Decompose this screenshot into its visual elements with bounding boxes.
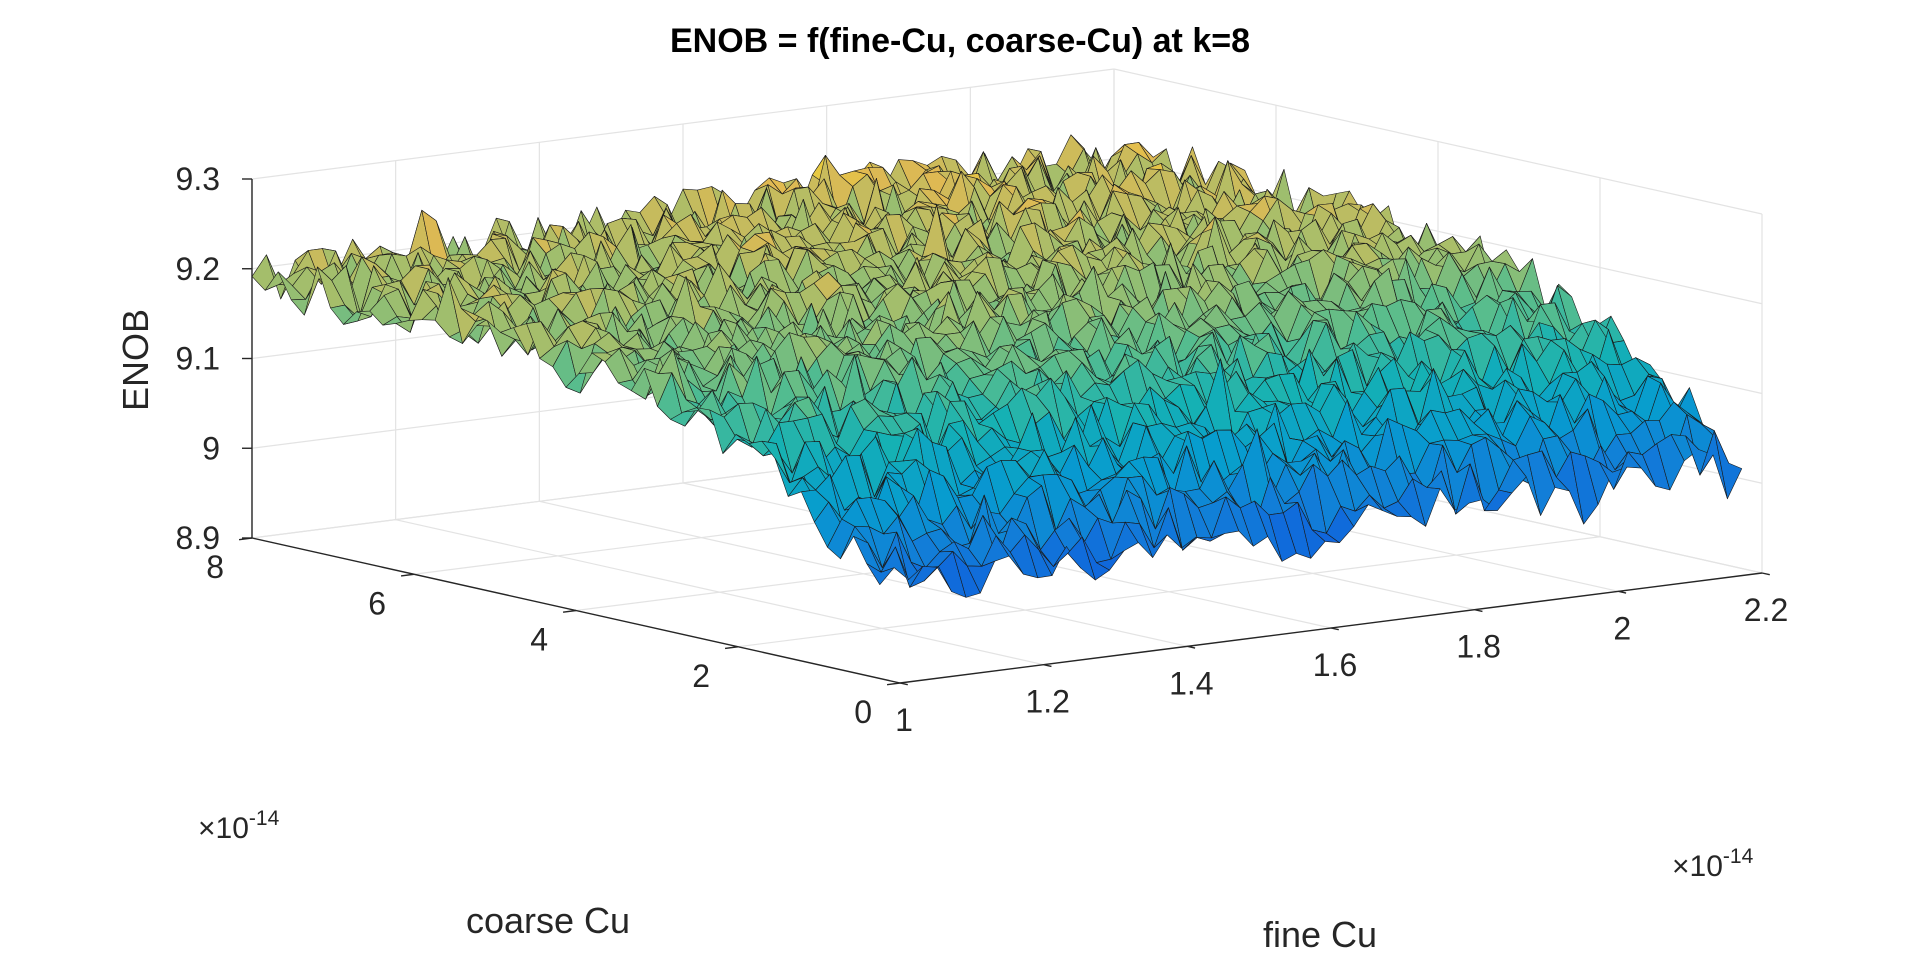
x-tick-label: 1.2 — [1025, 684, 1069, 720]
chart-title: ENOB = f(fine-Cu, coarse-Cu) at k=8 — [670, 22, 1250, 60]
y-tick-label: 0 — [854, 694, 872, 730]
x-tick-mark — [1618, 590, 1627, 594]
x-tick-label: 1 — [895, 702, 913, 738]
x-tick-label: 1.4 — [1169, 665, 1213, 701]
z-axis-label: ENOB — [115, 309, 156, 411]
x-tick-label: 1.8 — [1456, 629, 1500, 665]
y-tick-mark — [724, 646, 739, 650]
axes-layer: 1 1.2 1.4 1.6 1.8 2 2.2 0 2 4 6 88.9 9 9.1 9.2 9.3 — [176, 161, 1789, 738]
grid-line — [251, 68, 1115, 180]
y-axis-multiplier: ×10-14 — [198, 807, 280, 845]
x-tick-mark — [1043, 663, 1052, 668]
grid-line — [1113, 68, 1763, 215]
y-axis-label: coarse Cu — [466, 900, 630, 941]
x-axis-multiplier: ×10-14 — [1672, 845, 1754, 883]
x-tick-mark — [1474, 608, 1483, 613]
y-tick-label: 2 — [692, 658, 710, 694]
y-tick-label: 8 — [206, 549, 224, 585]
x-tick-mark — [1761, 572, 1770, 576]
x-tick-label: 2 — [1613, 610, 1631, 646]
y-tick-mark — [562, 609, 577, 613]
y-tick-label: 4 — [530, 622, 548, 658]
y-tick-mark — [886, 682, 901, 686]
x-tick-mark — [899, 682, 908, 686]
x-tick-label: 2.2 — [1744, 592, 1788, 628]
grid-line — [737, 536, 1601, 648]
y-tick-label: 6 — [368, 585, 386, 621]
z-tick-label: 8.9 — [176, 520, 220, 556]
z-tick-label: 9 — [202, 430, 220, 466]
x-tick-label: 1.6 — [1313, 647, 1357, 683]
y-tick-mark — [400, 573, 415, 577]
z-tick-label: 9.3 — [176, 161, 220, 197]
z-tick-label: 9.1 — [176, 341, 220, 377]
z-tick-label: 9.2 — [176, 251, 220, 287]
x-tick-mark — [1330, 627, 1339, 631]
surface-patch — [1714, 430, 1743, 500]
surface-layer — [251, 134, 1743, 598]
x-tick-mark — [1187, 645, 1196, 649]
x-axis-label: fine Cu — [1263, 914, 1377, 955]
